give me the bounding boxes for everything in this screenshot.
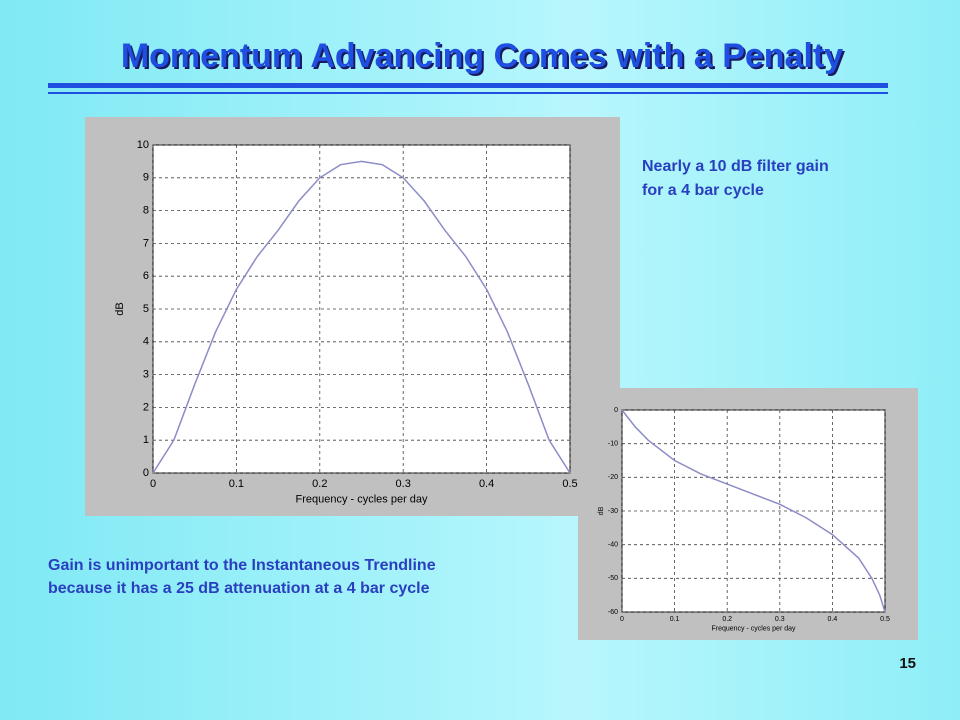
y-tick-label: -60 — [608, 609, 618, 616]
y-tick-label: 5 — [143, 303, 149, 315]
y-tick-label: -10 — [608, 441, 618, 448]
y-tick-label: -40 — [608, 542, 618, 549]
data-line — [152, 160, 571, 474]
y-tick-label: 2 — [143, 401, 149, 413]
title-shadow: Momentum Advancing Comes with a Penalty — [123, 39, 845, 77]
x-tick-label: 0.4 — [479, 478, 494, 490]
data-line — [621, 409, 886, 613]
y-tick-label: 0 — [143, 467, 149, 479]
y-axis-label: dB — [114, 302, 126, 315]
x-tick-label: 0 — [620, 616, 624, 623]
annotation: Nearly a 10 dB filter gain — [642, 158, 829, 175]
x-tick-label: 0.1 — [229, 478, 244, 490]
y-tick-label: 3 — [143, 369, 149, 381]
x-tick-label: 0.5 — [562, 478, 577, 490]
y-tick-label: 0 — [614, 407, 618, 414]
y-tick-label: -50 — [608, 575, 618, 582]
x-tick-label: 0.2 — [722, 616, 732, 623]
x-tick-label: 0.5 — [880, 616, 890, 623]
plot-area — [152, 144, 571, 474]
title: Momentum Advancing Comes with a Penalty — [121, 37, 843, 75]
annotation: for a 4 bar cycle — [642, 182, 764, 199]
y-tick-label: -20 — [608, 474, 618, 481]
x-tick-label: 0 — [150, 478, 156, 490]
y-tick-label: 8 — [143, 205, 149, 217]
title-rule — [48, 92, 888, 94]
y-tick-label: 7 — [143, 237, 149, 249]
y-tick-label: 1 — [143, 434, 149, 446]
page-number: 15 — [899, 655, 916, 672]
x-tick-label: 0.1 — [670, 616, 680, 623]
x-axis-label: Frequency - cycles per day — [295, 493, 428, 505]
x-tick-label: 0.2 — [312, 478, 327, 490]
annotation: Gain is unimportant to the Instantaneous… — [48, 557, 436, 574]
y-tick-label: -30 — [608, 508, 618, 515]
x-axis-label: Frequency - cycles per day — [711, 626, 796, 633]
title-rule — [48, 83, 888, 88]
x-tick-label: 0.3 — [775, 616, 785, 623]
y-tick-label: 6 — [143, 270, 149, 282]
x-tick-label: 0.4 — [828, 616, 838, 623]
y-axis-label: dB — [598, 506, 605, 515]
y-tick-label: 10 — [137, 139, 149, 151]
annotation: because it has a 25 dB attenuation at a … — [48, 580, 430, 597]
y-tick-label: 4 — [143, 336, 149, 348]
x-tick-label: 0.3 — [396, 478, 411, 490]
y-tick-label: 9 — [143, 172, 149, 184]
